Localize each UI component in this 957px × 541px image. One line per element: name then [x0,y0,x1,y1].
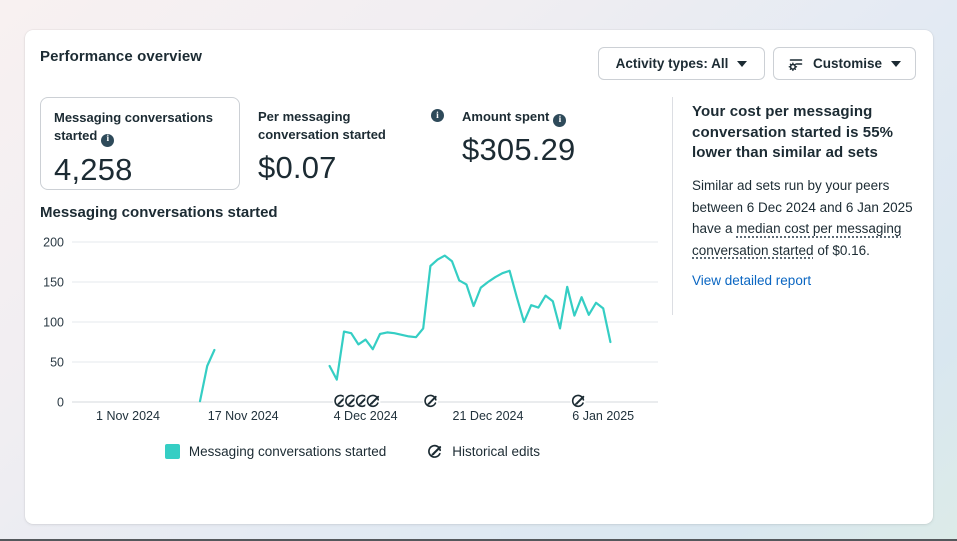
legend-label: Messaging conversations started [188,444,387,459]
chevron-down-icon [891,61,902,67]
insight-metric-term[interactable]: median cost per messaging conversation s… [692,221,902,258]
legend-item-historical-edits: Historical edits [426,443,540,460]
view-detailed-report-link[interactable]: View detailed report [692,273,812,289]
messaging-conversations-chart: 0 50 100 150 200 1 Nov 2024 17 Nov 2024 4 Dec 2… [40,230,665,435]
metric-card-cost-per-conversation[interactable]: Per messaging conversation started i $0.… [258,108,444,186]
chart-title: Messaging conversations started [40,204,278,221]
y-axis-tick-label: 0 [57,396,64,410]
historical-edit-icon [426,443,443,460]
x-axis-tick-label: 4 Dec 2024 [334,409,398,423]
metric-value: 4,258 [54,151,133,187]
legend-label: Historical edits [452,444,541,459]
info-icon[interactable]: i [101,133,115,147]
performance-overview-panel: Performance overview Activity types: All… [25,30,933,524]
x-axis-tick-label: 1 Nov 2024 [96,409,160,423]
x-axis-tick-label: 21 Dec 2024 [453,409,524,423]
activity-types-label: Activity types: All [615,56,729,71]
chevron-down-icon [737,61,748,67]
insight-body: Similar ad sets run by your peers betwee… [692,178,913,258]
customise-settings-icon [788,56,804,72]
customise-label: Customise [812,56,883,71]
vertical-divider [672,97,673,315]
line-chart-canvas: 0 50 100 150 200 1 Nov 2024 17 Nov 2024 4 Dec 2… [43,236,658,423]
info-icon[interactable]: i [553,114,567,128]
metric-card-amount-spent[interactable]: Amount spent i $305.29 [462,108,662,168]
series-line [198,348,216,403]
page-title: Performance overview [40,48,203,65]
insight-heading: Your cost per messaging conversation sta… [692,103,894,162]
series-swatch-icon [164,444,180,459]
metric-label: Amount spent i [462,108,662,128]
insight-sidebar: Your cost per messaging conversation sta… [692,102,932,290]
chart-legend: Messaging conversations started Historic… [40,443,665,460]
metric-value: $0.07 [258,149,337,185]
info-icon[interactable]: i [431,109,444,122]
y-axis-tick-label: 100 [43,316,64,330]
metric-label: Messaging conversations started i [54,109,226,147]
metric-value: $305.29 [462,132,576,168]
series-line [328,254,612,381]
x-axis-tick-label: 17 Nov 2024 [208,409,279,423]
activity-types-dropdown[interactable]: Activity types: All [598,47,765,80]
x-axis-tick-label: 6 Jan 2025 [572,409,634,423]
metric-card-messaging-conversations[interactable]: Messaging conversations started i 4,258 [40,97,240,190]
metric-label: Per messaging conversation started [258,109,386,143]
legend-item-series: Messaging conversations started [164,444,387,459]
y-axis-tick-label: 50 [50,356,64,370]
y-axis-tick-label: 150 [43,276,64,290]
window-bottom-edge [0,539,957,541]
y-axis-tick-label: 200 [43,236,64,250]
customise-dropdown[interactable]: Customise [773,47,916,80]
